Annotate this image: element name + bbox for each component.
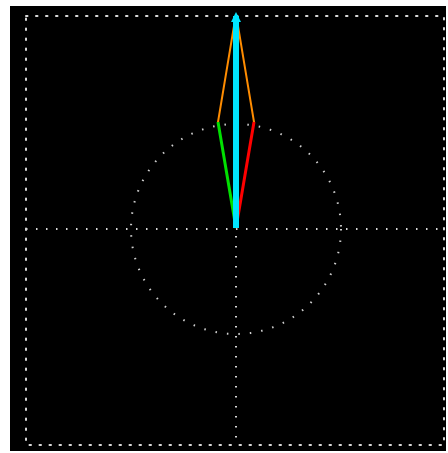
needle-glyph xyxy=(216,12,256,229)
scene-svg xyxy=(25,12,445,446)
canvas-viewport xyxy=(10,6,446,451)
dotted-circle xyxy=(130,123,342,335)
needle-tip xyxy=(231,12,241,22)
